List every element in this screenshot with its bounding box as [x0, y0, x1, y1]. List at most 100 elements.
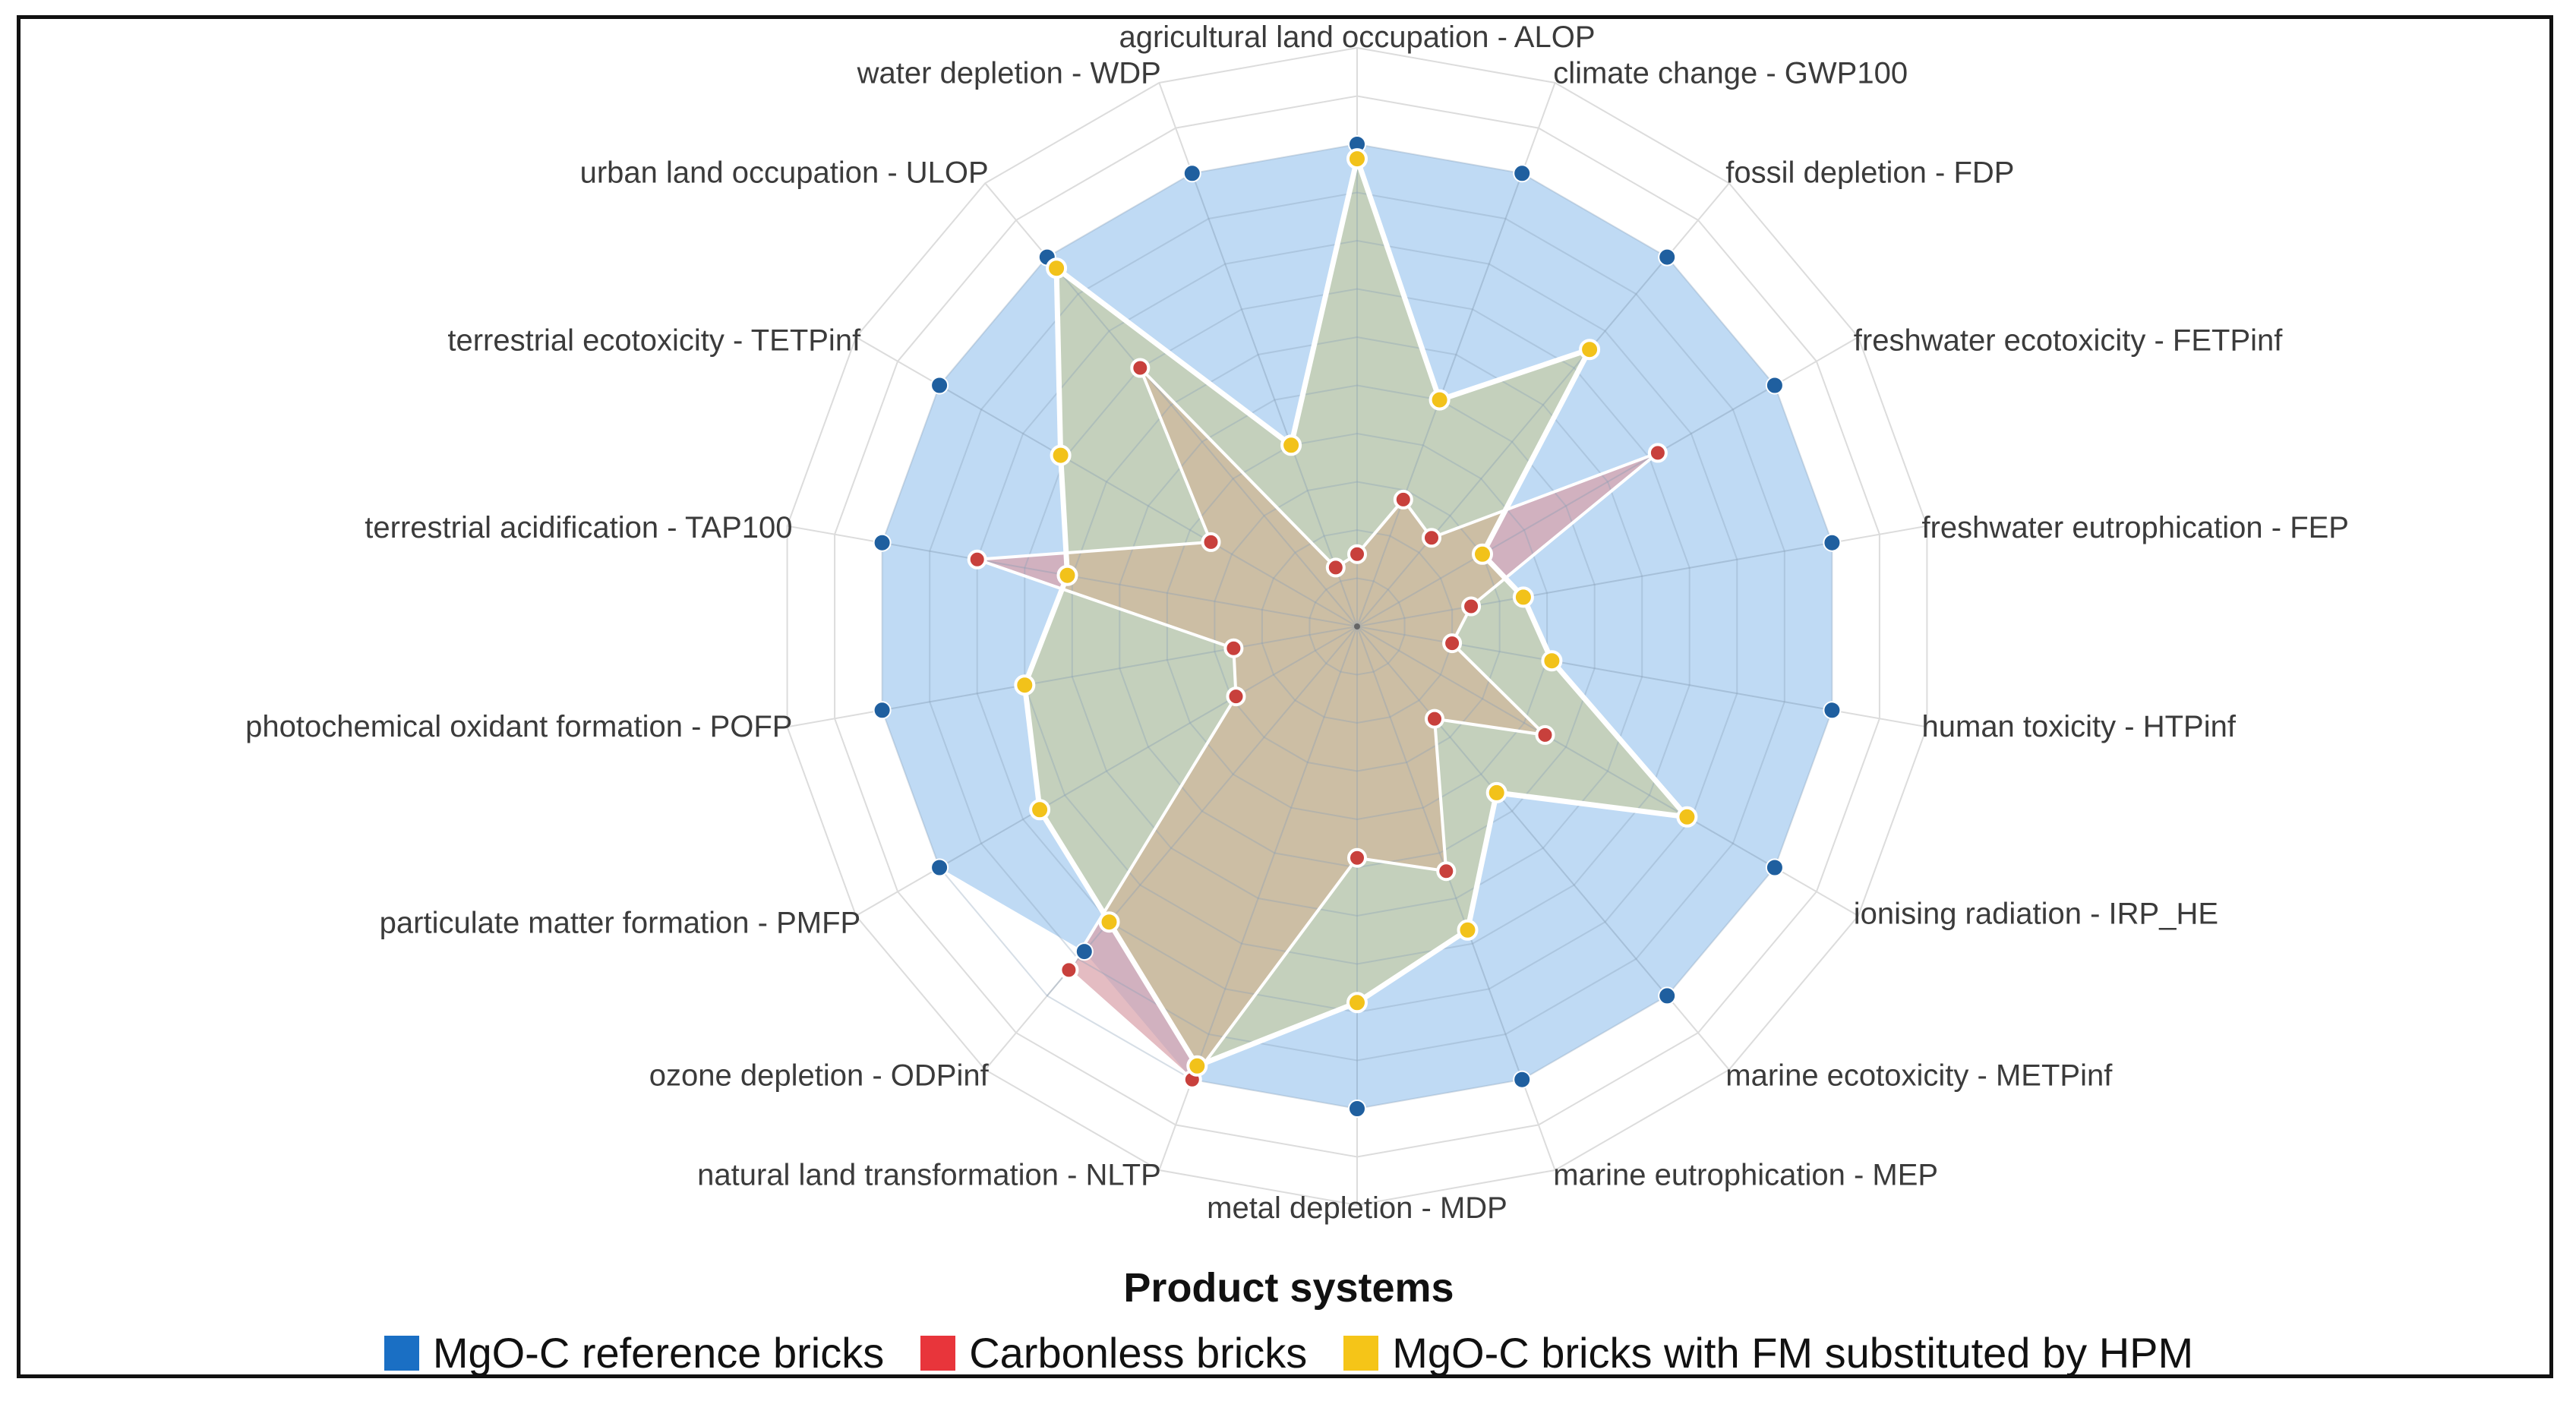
axis-label-13: particulate matter formation - PMFP: [380, 907, 861, 940]
point-mgo-c-reference-bricks-14: [873, 701, 892, 720]
point-mgo-c-bricks-with-fm-substituted-by-hpm-1: [1346, 148, 1368, 170]
point-carbonless-bricks-12: [1059, 960, 1079, 980]
point-carbonless-bricks-8: [1425, 708, 1444, 729]
axis-spoke-inner-15: [882, 541, 1358, 627]
point-mgo-c-reference-bricks-16: [930, 376, 949, 395]
point-carbonless-bricks-4: [1647, 443, 1668, 463]
axis-label-5: freshwater eutrophication - FEP: [1922, 511, 2349, 544]
legend-swatch-reference: [384, 1335, 419, 1371]
point-mgo-c-reference-bricks-2: [1513, 164, 1532, 183]
point-carbonless-bricks-16: [1201, 532, 1221, 552]
point-mgo-c-bricks-with-fm-substituted-by-hpm-3: [1579, 339, 1601, 361]
point-mgo-c-bricks-with-fm-substituted-by-hpm-6: [1541, 650, 1563, 672]
axis-spoke-inner-4: [1356, 384, 1776, 627]
axis-label-12: ozone depletion - ODPinf: [649, 1059, 990, 1092]
axis-spoke-inner-7: [1356, 626, 1776, 869]
grid-ring-1: [1309, 577, 1406, 676]
point-mgo-c-reference-bricks-9: [1513, 1070, 1532, 1089]
axis-spoke-inner-6: [1356, 626, 1833, 712]
point-mgo-c-bricks-with-fm-substituted-by-hpm-5: [1512, 586, 1534, 608]
series-area-mgo-c-bricks-with-fm-substituted-by-hpm: [1024, 159, 1687, 1066]
point-mgo-c-reference-bricks-6: [1823, 701, 1842, 720]
series-points: [873, 135, 1842, 1118]
point-mgo-c-reference-bricks-4: [1765, 376, 1784, 395]
point-mgo-c-bricks-with-fm-substituted-by-hpm-9: [1457, 919, 1479, 941]
point-carbonless-bricks-2: [1393, 489, 1413, 510]
axis-spoke-inner-11: [1191, 626, 1358, 1081]
point-carbonless-bricks-7: [1535, 724, 1555, 745]
axis-label-1: agricultural land occupation - ALOP: [1119, 21, 1595, 54]
point-mgo-c-bricks-with-fm-substituted-by-hpm-15: [1056, 564, 1078, 586]
point-mgo-c-bricks-with-fm-substituted-by-hpm-12: [1098, 911, 1120, 933]
axis-label-14: photochemical oxidant formation - POFP: [245, 710, 792, 743]
point-mgo-c-bricks-with-fm-substituted-by-hpm-14: [1014, 674, 1036, 696]
point-carbonless-bricks-1: [1347, 544, 1367, 564]
legend-swatch-hpm: [1343, 1335, 1379, 1371]
point-mgo-c-reference-bricks-13: [930, 858, 949, 877]
axis-label-17: urban land occupation - ULOP: [580, 156, 989, 190]
point-mgo-c-bricks-with-fm-substituted-by-hpm-10: [1346, 992, 1368, 1014]
point-mgo-c-reference-bricks-3: [1658, 248, 1677, 267]
legend-label-reference: MgO-C reference bricks: [432, 1329, 885, 1377]
axis-spoke-inner-9: [1356, 626, 1523, 1081]
legend: Product systems MgO-C reference bricks C…: [21, 1264, 2557, 1377]
axis-label-8: marine ecotoxicity - METPinf: [1725, 1059, 2113, 1092]
point-mgo-c-bricks-with-fm-substituted-by-hpm-18: [1280, 434, 1302, 456]
point-carbonless-bricks-17: [1130, 358, 1151, 378]
legend-label-hpm: MgO-C bricks with FM substituted by HPM: [1392, 1329, 2194, 1377]
legend-item-carbonless: Carbonless bricks: [920, 1328, 1307, 1377]
axis-spoke-inner-8: [1356, 626, 1668, 997]
axis-spoke-inner-12: [1046, 626, 1358, 997]
axis-label-6: human toxicity - HTPinf: [1922, 710, 2237, 743]
axis-label-7: ionising radiation - IRP_HE: [1854, 898, 2218, 931]
grid-ring-4: [1166, 432, 1548, 821]
point-carbonless-bricks-3: [1422, 528, 1441, 548]
point-carbonless-bricks-10: [1347, 847, 1367, 868]
point-carbonless-bricks-13: [1226, 686, 1246, 707]
grid-ring-6: [1071, 336, 1643, 917]
axis-label-3: fossil depletion - FDP: [1725, 156, 2014, 190]
axis-spoke-inner-17: [1046, 256, 1358, 627]
point-mgo-c-reference-bricks-15: [873, 533, 892, 552]
point-mgo-c-reference-bricks-18: [1182, 164, 1201, 183]
point-carbonless-bricks-14: [1223, 638, 1244, 658]
point-mgo-c-bricks-with-fm-substituted-by-hpm-7: [1676, 806, 1698, 828]
point-carbonless-bricks-5: [1461, 596, 1482, 617]
axis-label-4: freshwater ecotoxicity - FETPinf: [1854, 324, 2283, 358]
figure-frame: agricultural land occupation - ALOP clima…: [17, 15, 2553, 1378]
grid-ring-9: [929, 191, 1785, 1062]
point-mgo-c-bricks-with-fm-substituted-by-hpm-2: [1428, 389, 1451, 411]
point-mgo-c-reference-bricks-12: [1075, 942, 1094, 961]
point-mgo-c-bricks-with-fm-substituted-by-hpm-17: [1046, 257, 1068, 279]
axis-spoke-inner-14: [882, 626, 1358, 712]
point-carbonless-bricks-18: [1325, 557, 1346, 578]
point-mgo-c-bricks-with-fm-substituted-by-hpm-4: [1472, 543, 1493, 565]
point-mgo-c-bricks-with-fm-substituted-by-hpm-13: [1029, 799, 1051, 821]
point-mgo-c-reference-bricks-7: [1765, 858, 1784, 877]
point-mgo-c-reference-bricks-8: [1658, 986, 1677, 1005]
point-mgo-c-bricks-with-fm-substituted-by-hpm-8: [1485, 781, 1507, 803]
radar-chart: agricultural land occupation - ALOPclima…: [245, 21, 2349, 1225]
axis-spoke-inner-16: [939, 384, 1358, 627]
axis-label-11: natural land transformation - NLTP: [697, 1159, 1161, 1192]
axis-spoke-inner-3: [1356, 256, 1668, 627]
point-mgo-c-reference-bricks-10: [1348, 1100, 1366, 1118]
point-carbonless-bricks-9: [1436, 861, 1457, 882]
chart-center: [1354, 623, 1360, 630]
legend-swatch-carbonless: [920, 1335, 956, 1371]
grid-ring-2: [1261, 529, 1454, 724]
axis-labels: agricultural land occupation - ALOPclima…: [245, 21, 2349, 1225]
legend-items: MgO-C reference bricks Carbonless bricks…: [21, 1328, 2557, 1377]
axis-spoke-inner-5: [1356, 541, 1833, 627]
axis-label-10: metal depletion - MDP: [1207, 1191, 1507, 1225]
point-mgo-c-bricks-with-fm-substituted-by-hpm-16: [1050, 444, 1072, 466]
legend-title: Product systems: [1123, 1265, 1454, 1311]
axis-label-18: water depletion - WDP: [857, 57, 1161, 90]
axis-label-16: terrestrial ecotoxicity - TETPinf: [447, 324, 861, 358]
point-carbonless-bricks-15: [967, 549, 987, 570]
axis-spoke-inner-13: [939, 626, 1358, 869]
axis-label-2: climate change - GWP100: [1553, 57, 1908, 90]
axis-label-9: marine eutrophication - MEP: [1553, 1159, 1938, 1192]
point-mgo-c-reference-bricks-5: [1823, 533, 1842, 552]
legend-label-carbonless: Carbonless bricks: [969, 1329, 1308, 1377]
